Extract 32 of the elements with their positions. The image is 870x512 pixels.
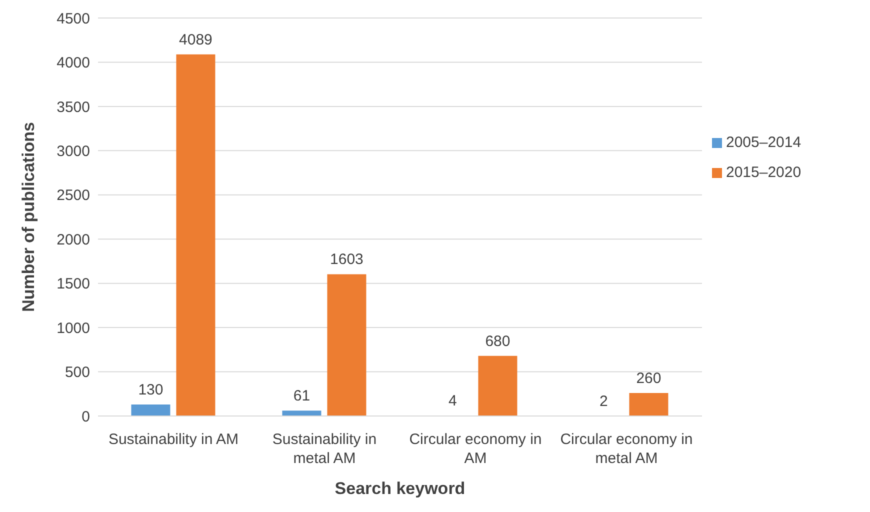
- x-tick-label: Circular economy in AM: [409, 431, 542, 467]
- y-tick-label: 1500: [56, 276, 90, 293]
- data-label: 260: [636, 370, 662, 388]
- data-label: 4089: [179, 31, 212, 48]
- x-tick-label: Sustainability in AM: [108, 431, 239, 448]
- bar: [478, 356, 518, 416]
- y-tick-label: 4000: [56, 54, 90, 72]
- y-tick-label: 2000: [56, 231, 90, 248]
- data-label: 130: [138, 382, 164, 398]
- legend-label: 2005–2014: [726, 134, 802, 151]
- bar: [629, 393, 668, 416]
- legend-label: 2015–2020: [726, 164, 802, 181]
- x-tick-label: Circular economy in metal AM: [560, 431, 693, 467]
- y-tick-label: 0: [82, 408, 90, 426]
- data-label: 61: [293, 388, 310, 405]
- x-axis-title: Search keyword: [334, 479, 466, 498]
- y-tick-label: 1000: [56, 320, 90, 337]
- y-tick-label: 500: [64, 364, 90, 382]
- y-tick-label: 4500: [56, 10, 90, 28]
- data-label: 680: [485, 332, 510, 350]
- y-tick-label: 2500: [56, 187, 90, 204]
- y-axis-title: Number of publications: [19, 122, 38, 312]
- data-label: 2: [600, 392, 608, 410]
- x-tick-label: Sustainability in metal AM: [272, 431, 377, 467]
- bar: [176, 54, 216, 416]
- data-label: 4: [448, 392, 457, 410]
- y-tick-label: 3000: [56, 142, 90, 160]
- data-label: 1603: [330, 251, 364, 268]
- bar: [131, 404, 170, 416]
- y-tick-label: 3500: [56, 98, 90, 116]
- bar: [282, 410, 322, 416]
- bar: [327, 274, 366, 416]
